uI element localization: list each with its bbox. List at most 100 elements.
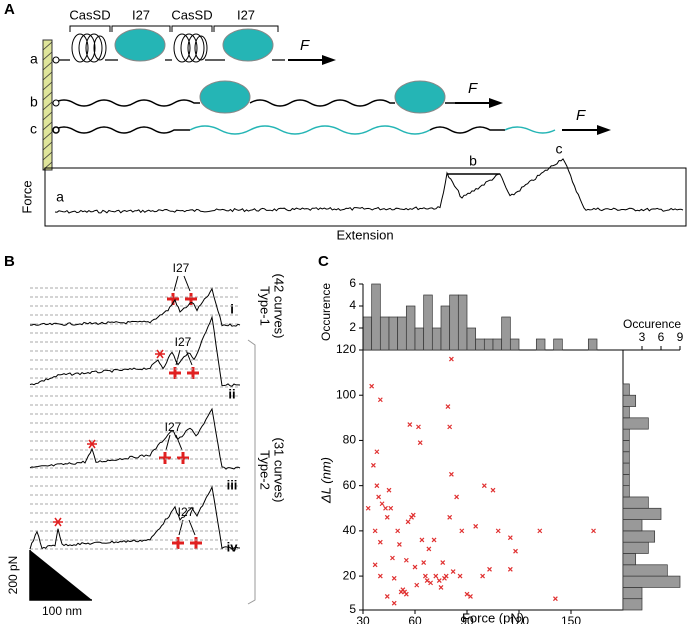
point xyxy=(457,573,463,579)
point xyxy=(513,548,518,554)
point xyxy=(417,440,423,446)
point xyxy=(391,600,397,606)
hist-bar xyxy=(622,428,630,441)
point xyxy=(388,505,394,511)
y-tick-label: 2 xyxy=(349,320,356,334)
hist-bar xyxy=(622,519,643,532)
asterisk xyxy=(87,439,97,449)
y-axis-label: ΔL (nm) xyxy=(318,457,333,504)
point xyxy=(450,569,456,574)
point xyxy=(416,424,421,430)
point xyxy=(403,591,409,597)
asterisk xyxy=(53,517,63,527)
point xyxy=(391,575,397,581)
point xyxy=(369,383,375,389)
hist-bar xyxy=(622,587,643,600)
hist-bar xyxy=(535,338,546,351)
plus-marker xyxy=(172,537,184,549)
point xyxy=(473,523,479,529)
y-tick-label: 60 xyxy=(343,478,357,492)
hist-bar xyxy=(622,383,630,396)
trace-frame xyxy=(44,167,687,227)
point xyxy=(384,594,390,599)
point xyxy=(376,494,382,500)
x-tick-label: 9 xyxy=(677,330,684,344)
group-label: (31 curves) xyxy=(272,437,287,502)
point xyxy=(377,397,383,403)
group-label: (42 curves) xyxy=(272,273,287,338)
force-curve xyxy=(29,315,241,387)
force-trace xyxy=(54,158,684,214)
i27-label: I27 xyxy=(175,335,192,349)
hist-bar xyxy=(622,406,630,419)
protein-row-b xyxy=(52,80,455,114)
panel-label: C xyxy=(318,253,329,270)
point xyxy=(448,356,454,362)
point xyxy=(405,519,411,525)
point xyxy=(372,528,378,534)
hist-bar xyxy=(622,462,630,475)
point xyxy=(445,404,451,409)
point xyxy=(433,573,439,579)
row-label: a xyxy=(30,51,38,67)
point xyxy=(384,514,390,520)
point xyxy=(436,578,442,584)
hist-bar xyxy=(622,553,637,566)
hist-bar xyxy=(622,575,681,588)
hist-bar xyxy=(587,338,598,351)
point xyxy=(448,471,454,477)
domain-label: CasSD xyxy=(171,7,212,22)
point xyxy=(412,564,418,570)
axis-label: Extension xyxy=(336,227,393,242)
hist-bar xyxy=(501,316,511,351)
point xyxy=(395,528,401,534)
x-tick-label: 3 xyxy=(639,330,646,344)
hist-bar xyxy=(622,541,649,554)
hist-bar xyxy=(423,294,433,351)
curve-label: iii xyxy=(227,477,238,492)
row-label: b xyxy=(30,94,38,110)
point xyxy=(443,573,449,579)
point xyxy=(454,494,460,500)
hist-bar xyxy=(466,327,477,351)
point xyxy=(431,537,437,543)
point xyxy=(490,487,496,493)
hist-bar xyxy=(492,338,503,351)
curve-label: iv xyxy=(227,539,239,554)
point xyxy=(414,582,420,588)
scale-label: 200 pN xyxy=(6,556,20,595)
hist-bar xyxy=(483,338,494,351)
force-curve xyxy=(29,485,241,550)
x-axis-label: Occurence xyxy=(623,317,681,331)
protein-row-a xyxy=(52,28,285,64)
y-tick-label: 5 xyxy=(349,602,356,616)
curve-label: i xyxy=(230,301,234,316)
point xyxy=(459,528,465,534)
y-tick-label: 120 xyxy=(336,342,356,356)
point xyxy=(403,557,409,563)
point xyxy=(507,535,513,541)
point xyxy=(495,528,501,534)
point xyxy=(410,512,416,518)
tether-wall xyxy=(42,39,53,171)
i27-label: I27 xyxy=(178,505,195,519)
plus-marker xyxy=(159,452,171,464)
hist-bar xyxy=(622,473,630,487)
domain-brackets xyxy=(69,25,279,32)
trace-label: a xyxy=(56,189,64,205)
x-tick-label: 6 xyxy=(658,330,665,344)
force-label: F xyxy=(468,80,478,97)
point xyxy=(507,566,513,572)
scale-label: 100 nm xyxy=(42,604,82,618)
point xyxy=(383,505,388,511)
point xyxy=(468,594,473,599)
x-axis-label: Force (pN) xyxy=(462,610,524,624)
point xyxy=(370,462,376,468)
force-label: F xyxy=(576,107,586,124)
domain-label: CasSD xyxy=(69,7,110,22)
point xyxy=(419,537,425,543)
point xyxy=(377,573,383,579)
hist-bar xyxy=(553,338,563,351)
i27-label: I27 xyxy=(165,420,182,434)
row-label: c xyxy=(30,121,37,137)
